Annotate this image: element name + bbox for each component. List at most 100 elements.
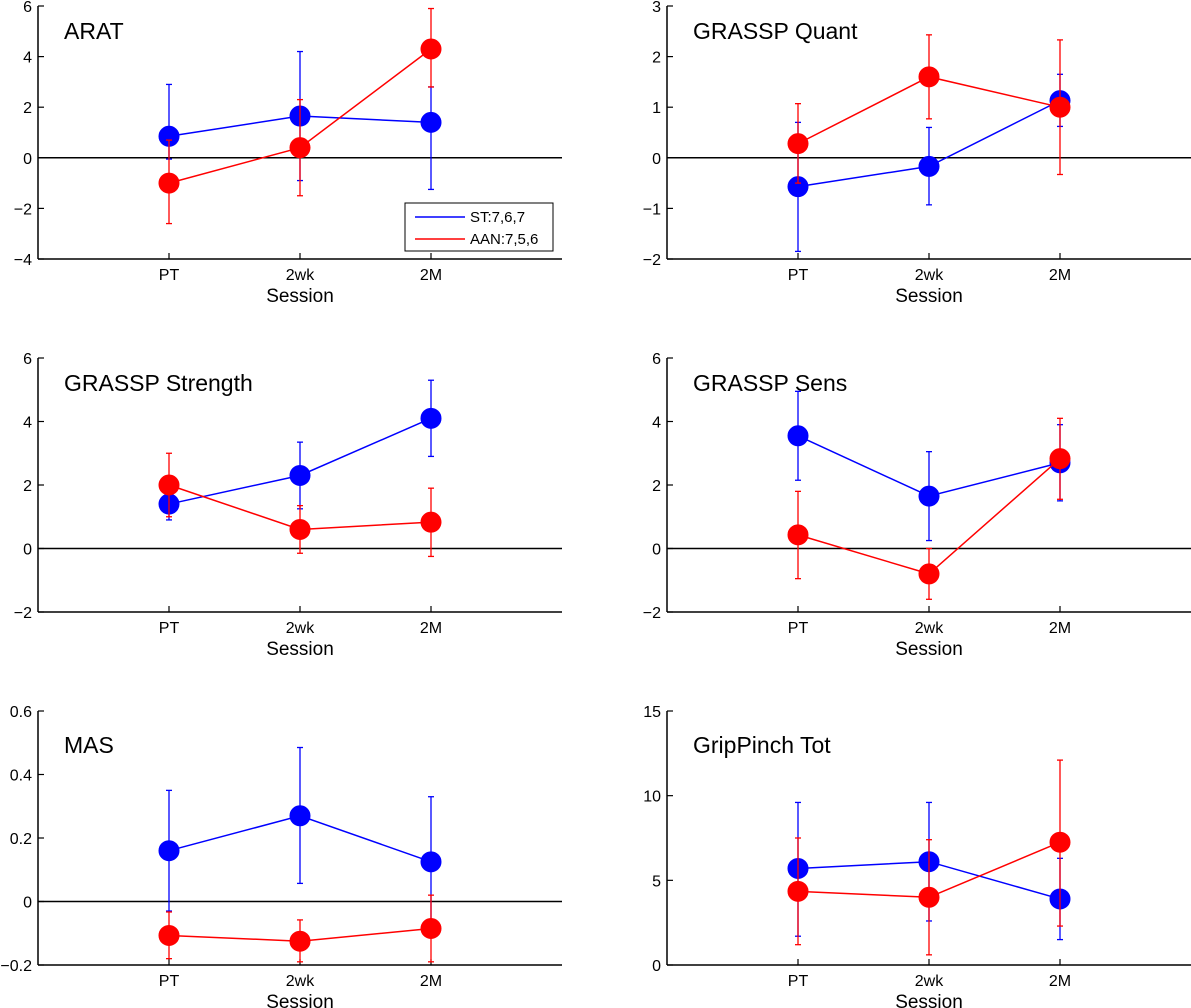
aan-series (787, 759, 1071, 956)
panel-grassp-sens: −2 0 2 4 6 PT 2wk 2M Session GRASSP Sens (643, 351, 1191, 660)
st-series (787, 390, 1071, 542)
legend-label-aan: AAN:7,5,6 (470, 231, 538, 248)
x-tick-label: 2M (1049, 267, 1071, 284)
st-point (289, 464, 311, 486)
aan-point (158, 924, 180, 946)
aan-point (289, 137, 311, 159)
st-point (420, 111, 442, 133)
y-tick-label: 0.6 (10, 704, 32, 721)
x-tick-label: 2wk (915, 973, 944, 990)
legend-box (404, 202, 554, 252)
aan-point (289, 518, 311, 540)
aan-point (420, 917, 442, 939)
aan-point (1049, 448, 1071, 470)
legend-label-st: ST:7,6,7 (470, 209, 525, 226)
y-tick-label: 0 (23, 151, 32, 168)
y-tick-label: 6 (652, 351, 661, 368)
y-tick-label: 2 (652, 50, 661, 67)
x-tick-label: 2wk (286, 267, 315, 284)
y-tick-label: −2 (643, 605, 661, 622)
y-tick-label: −1 (643, 201, 661, 218)
y-tick-label: 0.4 (10, 768, 32, 785)
x-tick-label: PT (788, 973, 809, 990)
y-tick-label: −2 (643, 252, 661, 269)
y-tick-label: 0.2 (10, 831, 32, 848)
aan-point (1049, 831, 1071, 853)
aan-point (918, 886, 940, 908)
panel-title: GRASSP Sens (693, 370, 847, 396)
panel-grassp-strength: −2 0 2 4 6 PT 2wk 2M Session GRASSP Strength (14, 351, 562, 660)
panel-title: GRASSP Quant (693, 18, 858, 44)
panel-grippinch-tot: 0 5 10 15 PT 2wk 2M Session GripPinch Tot (643, 704, 1191, 1008)
y-tick-label: 3 (652, 0, 661, 16)
x-axis-label: Session (895, 639, 963, 660)
x-tick-label: PT (159, 620, 180, 637)
st-point (420, 407, 442, 429)
aan-point (289, 930, 311, 952)
y-tick-label: 2 (652, 478, 661, 495)
y-tick-label: 0 (652, 542, 661, 559)
aan-point (787, 524, 809, 546)
x-tick-label: 2M (420, 620, 442, 637)
st-point (918, 485, 940, 507)
x-tick-label: 2M (1049, 973, 1071, 990)
x-tick-label: PT (159, 267, 180, 284)
y-tick-label: 15 (643, 704, 661, 721)
aan-point (1049, 96, 1071, 118)
y-tick-label: 10 (643, 789, 661, 806)
y-tick-label: 0 (652, 958, 661, 975)
x-tick-label: 2wk (915, 620, 944, 637)
panel-arat: −4 −2 0 2 4 6 PT 2wk 2M Session ARAT ST:7,6,7 AAN:7,… (14, 0, 562, 307)
x-tick-label: PT (159, 973, 180, 990)
x-axis-label: Session (266, 286, 334, 307)
aan-point (918, 66, 940, 88)
x-tick-label: PT (788, 267, 809, 284)
panel-grassp-quant: −2 −1 0 1 2 3 PT 2wk 2M Session GRASSP Quant (643, 0, 1191, 307)
x-tick-label: 2wk (286, 620, 315, 637)
y-tick-label: 0 (652, 151, 661, 168)
x-tick-label: 2M (420, 973, 442, 990)
panel-title: MAS (64, 732, 114, 758)
st-point (289, 805, 311, 827)
aan-point (158, 172, 180, 194)
st-point (158, 840, 180, 862)
x-tick-label: 2M (420, 267, 442, 284)
y-tick-label: 0 (23, 542, 32, 559)
x-tick-label: PT (788, 620, 809, 637)
aan-series (787, 417, 1071, 600)
aan-series (158, 7, 442, 225)
y-tick-label: 4 (23, 415, 32, 432)
aan-point (158, 474, 180, 496)
aan-point (420, 511, 442, 533)
y-tick-label: −2 (14, 605, 32, 622)
y-tick-label: −0.2 (0, 958, 32, 975)
y-tick-label: 0 (23, 895, 32, 912)
aan-point (918, 563, 940, 585)
st-series (158, 379, 442, 521)
y-tick-label: −4 (14, 252, 32, 269)
x-axis-label: Session (266, 639, 334, 660)
panel-title: ARAT (64, 18, 124, 44)
aan-point (420, 38, 442, 60)
st-point (787, 425, 809, 447)
aan-point (787, 133, 809, 155)
y-tick-label: 6 (23, 351, 32, 368)
aan-series (158, 894, 442, 963)
y-tick-label: 5 (652, 873, 661, 890)
x-axis-label: Session (266, 992, 334, 1008)
st-series (158, 746, 442, 928)
aan-series (158, 452, 442, 558)
y-tick-label: 1 (652, 100, 661, 117)
aan-series (787, 34, 1071, 184)
y-tick-label: 4 (652, 415, 661, 432)
x-axis-label: Session (895, 992, 963, 1008)
legend: ST:7,6,7 AAN:7,5,6 (404, 202, 554, 252)
panel-title: GripPinch Tot (693, 732, 831, 758)
x-tick-label: 2wk (915, 267, 944, 284)
y-tick-label: 4 (23, 50, 32, 67)
y-tick-label: 2 (23, 478, 32, 495)
x-tick-label: 2M (1049, 620, 1071, 637)
y-tick-label: 2 (23, 100, 32, 117)
panel-mas: −0.2 0 0.2 0.4 0.6 PT 2wk 2M Session MAS (0, 704, 562, 1008)
